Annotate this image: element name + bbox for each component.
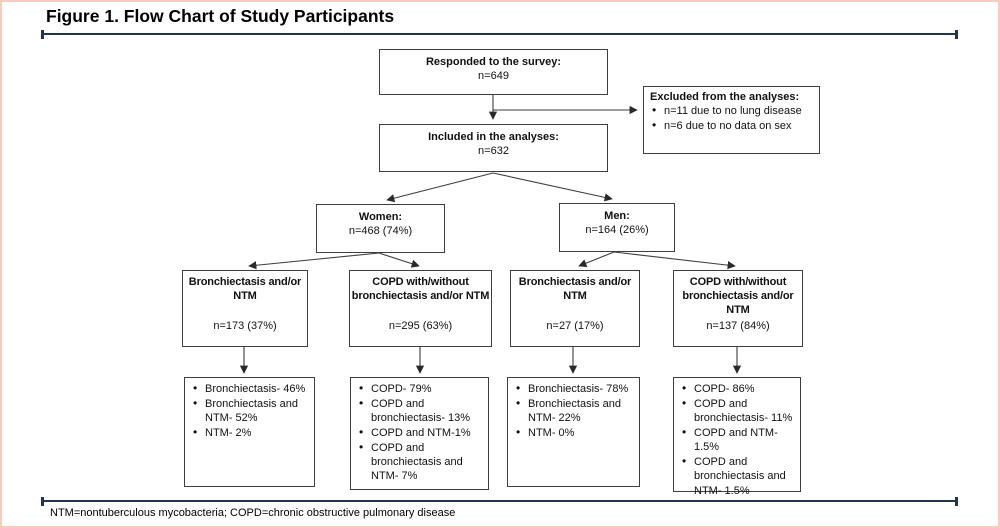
outcome-item: Bronchiectasis- 46% xyxy=(192,381,312,396)
outcomes-list: COPD- 86% COPD and bronchiectasis- 11% C… xyxy=(674,378,800,498)
group-title: COPD with/without bronchiectasis and/or … xyxy=(351,276,490,303)
responded-count: n=649 xyxy=(478,70,509,83)
arrow-women-to-bronchiectasis xyxy=(248,252,380,270)
abbreviations-footnote: NTM=nontuberculous mycobacteria; COPD=ch… xyxy=(50,507,456,519)
responded-title: Responded to the survey: xyxy=(425,56,562,68)
outcomes-list: Bronchiectasis- 78% Bronchiectasis and N… xyxy=(508,378,639,441)
outcome-item: COPD- 86% xyxy=(681,381,798,396)
outcome-item: COPD and bronchiectasis- 13% xyxy=(358,396,486,425)
outcome-item: NTM- 0% xyxy=(515,425,637,440)
men-bronchiectasis-outcomes-box: Bronchiectasis- 78% Bronchiectasis and N… xyxy=(507,377,640,487)
women-box: Women: n=468 (74%) xyxy=(316,204,445,253)
included-box: Included in the analyses: n=632 xyxy=(379,124,608,172)
group-count: n=27 (17%) xyxy=(546,320,604,332)
arrow-included-to-men xyxy=(492,172,613,202)
outcome-item: Bronchiectasis and NTM- 22% xyxy=(515,396,637,425)
men-box: Men: n=164 (26%) xyxy=(559,203,675,252)
arrow-included-to-women xyxy=(386,172,494,203)
excluded-box: Excluded from the analyses: n=11 due to … xyxy=(643,86,820,154)
excluded-title: Excluded from the analyses: xyxy=(650,91,800,103)
figure-title: Figure 1. Flow Chart of Study Participan… xyxy=(46,6,395,26)
outcome-item: COPD and bronchiectasis and NTM- 1.5% xyxy=(681,454,798,497)
excluded-item: n=6 due to no data on sex xyxy=(651,118,813,133)
arrow-men-to-copd xyxy=(613,251,736,270)
arrow-men-to-bronchiectasis xyxy=(578,251,615,268)
excluded-list: n=11 due to no lung disease n=6 due to n… xyxy=(648,103,815,134)
group-count: n=295 (63%) xyxy=(388,320,453,332)
outcomes-list: Bronchiectasis- 46% Bronchiectasis and N… xyxy=(185,378,314,441)
men-copd-box: COPD with/without bronchiectasis and/or … xyxy=(673,270,803,347)
included-count: n=632 xyxy=(478,145,509,158)
men-count: n=164 (26%) xyxy=(585,224,649,237)
women-copd-outcomes-box: COPD- 79% COPD and bronchiectasis- 13% C… xyxy=(350,377,489,490)
outcome-item: COPD and NTM-1% xyxy=(358,425,486,440)
group-title: COPD with/without bronchiectasis and/or … xyxy=(682,276,794,317)
women-count: n=468 (74%) xyxy=(348,225,413,238)
responded-box: Responded to the survey: n=649 xyxy=(379,49,608,95)
outcome-item: COPD and bronchiectasis and NTM- 7% xyxy=(358,440,486,483)
group-count: n=137 (84%) xyxy=(706,320,770,332)
women-title: Women: xyxy=(358,211,403,223)
outcome-item: COPD and NTM- 1.5% xyxy=(681,425,798,454)
outcome-item: NTM- 2% xyxy=(192,425,312,440)
outcome-item: COPD and bronchiectasis- 11% xyxy=(681,396,798,425)
included-title: Included in the analyses: xyxy=(428,131,559,143)
outcomes-list: COPD- 79% COPD and bronchiectasis- 13% C… xyxy=(351,378,488,484)
top-rule-line xyxy=(41,29,958,39)
arrow-women-to-copd xyxy=(378,252,420,268)
group-count: n=173 (37%) xyxy=(213,320,277,332)
men-bronchiectasis-box: Bronchiectasis and/or NTM n=27 (17%) xyxy=(510,270,640,347)
bottom-rule-line xyxy=(41,496,958,506)
outcome-item: Bronchiectasis and NTM- 52% xyxy=(192,396,312,425)
women-bronchiectasis-box: Bronchiectasis and/or NTM n=173 (37%) xyxy=(182,270,308,347)
outcome-item: Bronchiectasis- 78% xyxy=(515,381,637,396)
men-copd-outcomes-box: COPD- 86% COPD and bronchiectasis- 11% C… xyxy=(673,377,801,497)
group-title: Bronchiectasis and/or NTM xyxy=(188,276,302,303)
outcome-item: COPD- 79% xyxy=(358,381,486,396)
women-copd-box: COPD with/without bronchiectasis and/or … xyxy=(349,270,492,347)
group-title: Bronchiectasis and/or NTM xyxy=(518,276,632,303)
men-title: Men: xyxy=(604,210,630,222)
excluded-item: n=11 due to no lung disease xyxy=(651,103,813,118)
women-bronchiectasis-outcomes-box: Bronchiectasis- 46% Bronchiectasis and N… xyxy=(184,377,315,487)
